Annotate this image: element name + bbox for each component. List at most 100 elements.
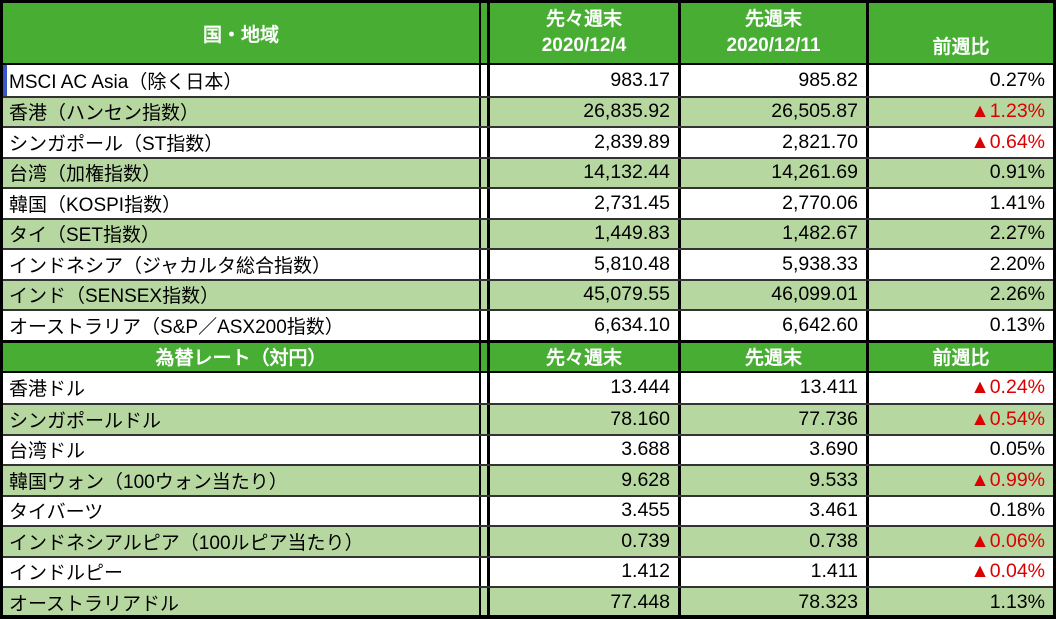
table-row[interactable]: 香港ドル 13.444 13.411 ▲0.24% xyxy=(3,372,1053,403)
last-week-value-cell[interactable]: 77.736 xyxy=(678,405,866,434)
country-cell[interactable]: 香港ドル xyxy=(3,372,481,403)
country-cell[interactable]: インドルピー xyxy=(3,557,481,586)
country-cell[interactable]: インドネシアルピア（100ルピア当たり） xyxy=(3,527,481,556)
last-week-value-cell[interactable]: 3.690 xyxy=(678,435,866,464)
table-row[interactable]: オーストラリアドル 77.448 78.323 1.13% xyxy=(3,586,1053,615)
wow-change-cell[interactable]: 2.20% xyxy=(866,250,1053,279)
prev-week-value-cell[interactable]: 14,132.44 xyxy=(487,158,678,187)
last-week-value-cell[interactable]: 3.461 xyxy=(678,496,866,525)
last-week-value-cell[interactable]: 14,261.69 xyxy=(678,158,866,187)
wow-change-cell[interactable]: ▲0.04% xyxy=(866,557,1053,586)
last-week-value-cell[interactable]: 1.411 xyxy=(678,557,866,586)
country-cell[interactable]: インド（SENSEX指数） xyxy=(3,280,481,309)
indices-rows: MSCI AC Asia（除く日本） 983.17 985.82 0.27% 香… xyxy=(3,65,1053,340)
indices-header-country-cell[interactable]: 国・地域 xyxy=(3,3,481,63)
wow-change-cell[interactable]: 1.13% xyxy=(866,588,1053,615)
fx-header-last-week-cell[interactable]: 先週末 xyxy=(678,342,866,371)
country-cell[interactable]: 韓国ウォン（100ウォン当たり） xyxy=(3,466,481,495)
table-row[interactable]: タイ（SET指数） 1,449.83 1,482.67 2.27% xyxy=(3,217,1053,248)
table-row[interactable]: タイバーツ 3.455 3.461 0.18% xyxy=(3,494,1053,525)
last-week-value-cell[interactable]: 2,821.70 xyxy=(678,128,866,157)
table-row[interactable]: インドルピー 1.412 1.411 ▲0.04% xyxy=(3,555,1053,586)
country-cell[interactable]: タイバーツ xyxy=(3,496,481,525)
indices-header-last-week-cell[interactable]: 先週末 2020/12/11 xyxy=(678,3,866,63)
table-row[interactable]: 韓国ウォン（100ウォン当たり） 9.628 9.533 ▲0.99% xyxy=(3,464,1053,495)
wow-change-cell[interactable]: 0.05% xyxy=(866,435,1053,464)
table-row[interactable]: インド（SENSEX指数） 45,079.55 46,099.01 2.26% xyxy=(3,278,1053,309)
prev-week-value-cell[interactable]: 0.739 xyxy=(487,527,678,556)
prev-week-value-cell[interactable]: 3.455 xyxy=(487,496,678,525)
prev-week-value-cell[interactable]: 77.448 xyxy=(487,588,678,615)
prev-week-value-cell[interactable]: 2,731.45 xyxy=(487,189,678,218)
fx-header-prev-week-cell[interactable]: 先々週末 xyxy=(487,342,678,371)
indices-header-prev-week-cell[interactable]: 先々週末 2020/12/4 xyxy=(487,3,678,63)
prev-week-value-cell[interactable]: 78.160 xyxy=(487,405,678,434)
prev-week-value: 9.628 xyxy=(621,468,670,491)
table-row[interactable]: 台湾ドル 3.688 3.690 0.05% xyxy=(3,433,1053,464)
last-week-value-cell[interactable]: 6,642.60 xyxy=(678,311,866,340)
table-row[interactable]: シンガポールドル 78.160 77.736 ▲0.54% xyxy=(3,403,1053,434)
prev-week-value-cell[interactable]: 13.444 xyxy=(487,372,678,403)
country-cell[interactable]: インドネシア（ジャカルタ総合指数） xyxy=(3,250,481,279)
prev-week-value-cell[interactable]: 45,079.55 xyxy=(487,280,678,309)
prev-week-value-cell[interactable]: 3.688 xyxy=(487,435,678,464)
prev-week-value-cell[interactable]: 26,835.92 xyxy=(487,97,678,126)
last-week-value-cell[interactable]: 985.82 xyxy=(678,65,866,96)
table-row[interactable]: シンガポール（ST指数） 2,839.89 2,821.70 ▲0.64% xyxy=(3,126,1053,157)
country-cell[interactable]: MSCI AC Asia（除く日本） xyxy=(3,65,481,96)
prev-week-value-cell[interactable]: 1,449.83 xyxy=(487,219,678,248)
prev-week-value-cell[interactable]: 5,810.48 xyxy=(487,250,678,279)
wow-change-cell[interactable]: 0.27% xyxy=(866,65,1053,96)
last-week-value-cell[interactable]: 0.738 xyxy=(678,527,866,556)
table-row[interactable]: MSCI AC Asia（除く日本） 983.17 985.82 0.27% xyxy=(3,65,1053,96)
wow-change-cell[interactable]: ▲0.24% xyxy=(866,372,1053,403)
prev-week-value-cell[interactable]: 9.628 xyxy=(487,466,678,495)
last-week-value-cell[interactable]: 46,099.01 xyxy=(678,280,866,309)
fx-last-week-label: 先週末 xyxy=(744,348,802,369)
wow-change-cell[interactable]: 1.41% xyxy=(866,189,1053,218)
wow-change-cell[interactable]: 0.13% xyxy=(866,311,1053,340)
table-row[interactable]: インドネシアルピア（100ルピア当たり） 0.739 0.738 ▲0.06% xyxy=(3,525,1053,556)
wow-change-cell[interactable]: ▲0.64% xyxy=(866,128,1053,157)
prev-week-value-cell[interactable]: 983.17 xyxy=(487,65,678,96)
prev-week-value-cell[interactable]: 6,634.10 xyxy=(487,311,678,340)
last-week-value-cell[interactable]: 26,505.87 xyxy=(678,97,866,126)
last-week-value-cell[interactable]: 1,482.67 xyxy=(678,219,866,248)
table-row[interactable]: 台湾（加権指数） 14,132.44 14,261.69 0.91% xyxy=(3,156,1053,187)
table-row[interactable]: 香港（ハンセン指数） 26,835.92 26,505.87 ▲1.23% xyxy=(3,95,1053,126)
wow-change-cell[interactable]: ▲0.54% xyxy=(866,405,1053,434)
country-cell[interactable]: タイ（SET指数） xyxy=(3,219,481,248)
last-week-value-cell[interactable]: 9.533 xyxy=(678,466,866,495)
fx-header-title-cell[interactable]: 為替レート（対円） xyxy=(3,342,481,371)
wow-change-cell[interactable]: 2.27% xyxy=(866,219,1053,248)
indices-header-change-cell[interactable]: 前週比 xyxy=(866,3,1053,63)
country-cell[interactable]: 韓国（KOSPI指数） xyxy=(3,189,481,218)
fx-header-change-cell[interactable]: 前週比 xyxy=(866,342,1053,371)
country-cell[interactable]: 台湾ドル xyxy=(3,435,481,464)
last-week-value-cell[interactable]: 78.323 xyxy=(678,588,866,615)
wow-change-cell[interactable]: ▲1.23% xyxy=(866,97,1053,126)
country-cell[interactable]: 香港（ハンセン指数） xyxy=(3,97,481,126)
country-cell[interactable]: シンガポールドル xyxy=(3,405,481,434)
wow-change-cell[interactable]: 0.91% xyxy=(866,158,1053,187)
wow-change-cell[interactable]: ▲0.99% xyxy=(866,466,1053,495)
last-week-value: 26,505.87 xyxy=(771,100,858,123)
wow-change-value: 0.18% xyxy=(989,499,1045,522)
table-row[interactable]: 韓国（KOSPI指数） 2,731.45 2,770.06 1.41% xyxy=(3,187,1053,218)
country-cell[interactable]: オーストラリアドル xyxy=(3,588,481,615)
table-row[interactable]: オーストラリア（S&P／ASX200指数） 6,634.10 6,642.60 … xyxy=(3,309,1053,340)
last-week-value-cell[interactable]: 13.411 xyxy=(678,372,866,403)
wow-change-cell[interactable]: 2.26% xyxy=(866,280,1053,309)
prev-week-value-cell[interactable]: 1.412 xyxy=(487,557,678,586)
last-week-value-cell[interactable]: 5,938.33 xyxy=(678,250,866,279)
last-week-value: 3.690 xyxy=(809,438,858,461)
prev-week-value-cell[interactable]: 2,839.89 xyxy=(487,128,678,157)
table-row[interactable]: インドネシア（ジャカルタ総合指数） 5,810.48 5,938.33 2.20… xyxy=(3,248,1053,279)
country-cell[interactable]: 台湾（加権指数） xyxy=(3,158,481,187)
last-week-value-cell[interactable]: 2,770.06 xyxy=(678,189,866,218)
country-cell[interactable]: シンガポール（ST指数） xyxy=(3,128,481,157)
wow-change-cell[interactable]: 0.18% xyxy=(866,496,1053,525)
wow-change-cell[interactable]: ▲0.06% xyxy=(866,527,1053,556)
country-label: 香港ドル xyxy=(9,379,86,401)
country-cell[interactable]: オーストラリア（S&P／ASX200指数） xyxy=(3,311,481,340)
